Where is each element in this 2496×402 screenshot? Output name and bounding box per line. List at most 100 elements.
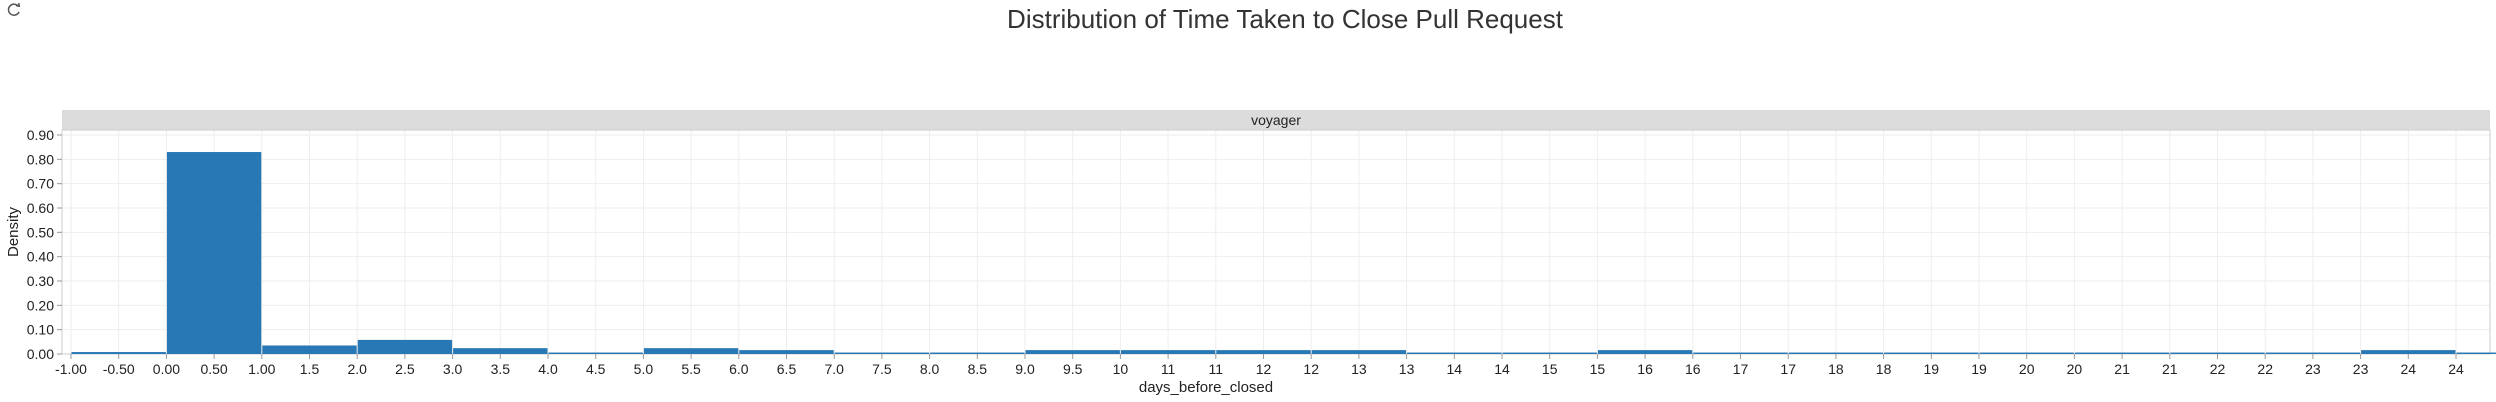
x-tick-label: 22 (2257, 361, 2273, 377)
x-tick-label: 3.0 (443, 361, 463, 377)
x-tick-label: 4.5 (586, 361, 606, 377)
histogram-bar[interactable] (1502, 352, 1597, 354)
histogram-bar[interactable] (262, 345, 357, 354)
x-tick-label: 1.00 (248, 361, 275, 377)
histogram-bar[interactable] (1597, 350, 1693, 354)
x-tick-label: 17 (1733, 361, 1749, 377)
x-tick-label: 6.0 (729, 361, 749, 377)
x-tick-label: 3.5 (491, 361, 511, 377)
x-tick-label: 23 (2305, 361, 2321, 377)
y-tick-label: 0.60 (27, 200, 54, 216)
histogram-bar[interactable] (1311, 350, 1407, 354)
y-tick-label: 0.90 (27, 127, 54, 143)
x-tick-label: 11 (1161, 361, 1176, 377)
histogram-bar[interactable] (166, 152, 262, 354)
refresh-icon[interactable] (4, 0, 24, 20)
histogram-bar[interactable] (1979, 352, 2074, 354)
x-tick-label: 9.5 (1063, 361, 1083, 377)
x-tick-label: 11 (1209, 361, 1224, 377)
histogram-bar[interactable] (2361, 350, 2456, 354)
y-tick-label: 0.10 (27, 322, 54, 338)
y-tick-label: 0.50 (27, 224, 54, 240)
x-tick-label: 20 (2019, 361, 2035, 377)
x-tick-label: 16 (1637, 361, 1653, 377)
x-tick-label: 21 (2114, 361, 2130, 377)
x-tick-label: 14 (1494, 361, 1510, 377)
histogram-bar[interactable] (930, 352, 1025, 354)
chart-title: Distribution of Time Taken to Close Pull… (1007, 4, 1564, 34)
facet-strip-background (62, 110, 2490, 130)
histogram-bar[interactable] (2074, 352, 2170, 354)
histogram-bar[interactable] (71, 352, 166, 354)
x-tick-label: 0.00 (153, 361, 180, 377)
histogram-bar[interactable] (643, 348, 739, 354)
y-tick-label: 0.00 (27, 346, 54, 362)
x-tick-label: 2.0 (347, 361, 367, 377)
y-tick-label: 0.70 (27, 176, 54, 192)
x-tick-label: 13 (1399, 361, 1415, 377)
x-tick-label: 24 (2401, 361, 2417, 377)
bars-layer (71, 152, 2496, 354)
plot-frame (61, 129, 2491, 355)
x-tick-label: 23 (2353, 361, 2369, 377)
histogram-bar[interactable] (548, 352, 643, 354)
x-tick-label: 18 (1828, 361, 1844, 377)
x-tick-label: 24 (2448, 361, 2464, 377)
histogram-bar[interactable] (1216, 350, 1311, 354)
x-tick-label: 7.5 (872, 361, 892, 377)
x-tick-label: 10 (1113, 361, 1129, 377)
x-tick-label: 8.0 (920, 361, 940, 377)
facet-strip: voyager (62, 110, 2490, 130)
x-tick-label: 17 (1780, 361, 1796, 377)
x-tick-label: 4.0 (538, 361, 558, 377)
x-tick-label: 12 (1303, 361, 1319, 377)
y-tick-label: 0.30 (27, 273, 54, 289)
histogram-bar[interactable] (2265, 352, 2361, 354)
histogram-bar[interactable] (453, 348, 548, 354)
x-tick-label: 19 (1924, 361, 1940, 377)
histogram-bar[interactable] (2170, 352, 2265, 354)
x-tick-label: -0.50 (103, 361, 135, 377)
x-axis-label: days_before_closed (1139, 379, 1273, 396)
histogram-bar[interactable] (834, 352, 930, 354)
x-tick-label: 14 (1447, 361, 1463, 377)
x-tick-label: 8.5 (968, 361, 988, 377)
x-tick-label: 0.50 (200, 361, 227, 377)
grid-layer (62, 130, 2490, 355)
x-tick-label: 12 (1256, 361, 1272, 377)
x-tick-label: -1.00 (55, 361, 87, 377)
x-tick-label: 9.0 (1015, 361, 1035, 377)
x-tick-label: 18 (1876, 361, 1892, 377)
y-tick-label: 0.40 (27, 249, 54, 265)
x-tick-label: 21 (2162, 361, 2178, 377)
y-tick-label: 0.80 (27, 151, 54, 167)
x-tick-label: 5.5 (681, 361, 701, 377)
y-axis-label: Density (5, 206, 22, 257)
histogram-bar[interactable] (357, 339, 453, 354)
x-tick-label: 2.5 (395, 361, 415, 377)
y-tick-label: 0.20 (27, 297, 54, 313)
histogram-bar[interactable] (1407, 352, 1502, 354)
x-tick-label: 5.0 (634, 361, 654, 377)
histogram-bar[interactable] (1025, 350, 1120, 354)
facet-label: voyager (1251, 112, 1301, 128)
histogram-bar[interactable] (1788, 352, 1884, 354)
x-tick-label: 20 (2067, 361, 2083, 377)
y-axis: 0.00 0.10 0.20 0.30 0.40 0.50 0.60 0.70 0.80 0.90 (27, 127, 62, 362)
histogram-bar[interactable] (739, 350, 834, 354)
x-tick-label: 7.0 (824, 361, 844, 377)
x-tick-label: 22 (2210, 361, 2226, 377)
histogram-bar[interactable] (1120, 350, 1216, 354)
histogram-bar[interactable] (2456, 352, 2496, 354)
x-tick-label: 13 (1351, 361, 1367, 377)
x-axis: -1.00 -0.50 0.00 0.50 1.00 1.5 2.0 2.5 3.0 3.5 4.0… (55, 354, 2464, 377)
x-tick-label: 6.5 (777, 361, 797, 377)
x-tick-label: 1.5 (300, 361, 320, 377)
x-tick-label: 16 (1685, 361, 1701, 377)
histogram-bar[interactable] (1693, 352, 1788, 354)
x-tick-label: 15 (1542, 361, 1558, 377)
histogram-bar[interactable] (1884, 352, 1979, 354)
x-tick-label: 15 (1590, 361, 1606, 377)
x-tick-label: 19 (1971, 361, 1987, 377)
